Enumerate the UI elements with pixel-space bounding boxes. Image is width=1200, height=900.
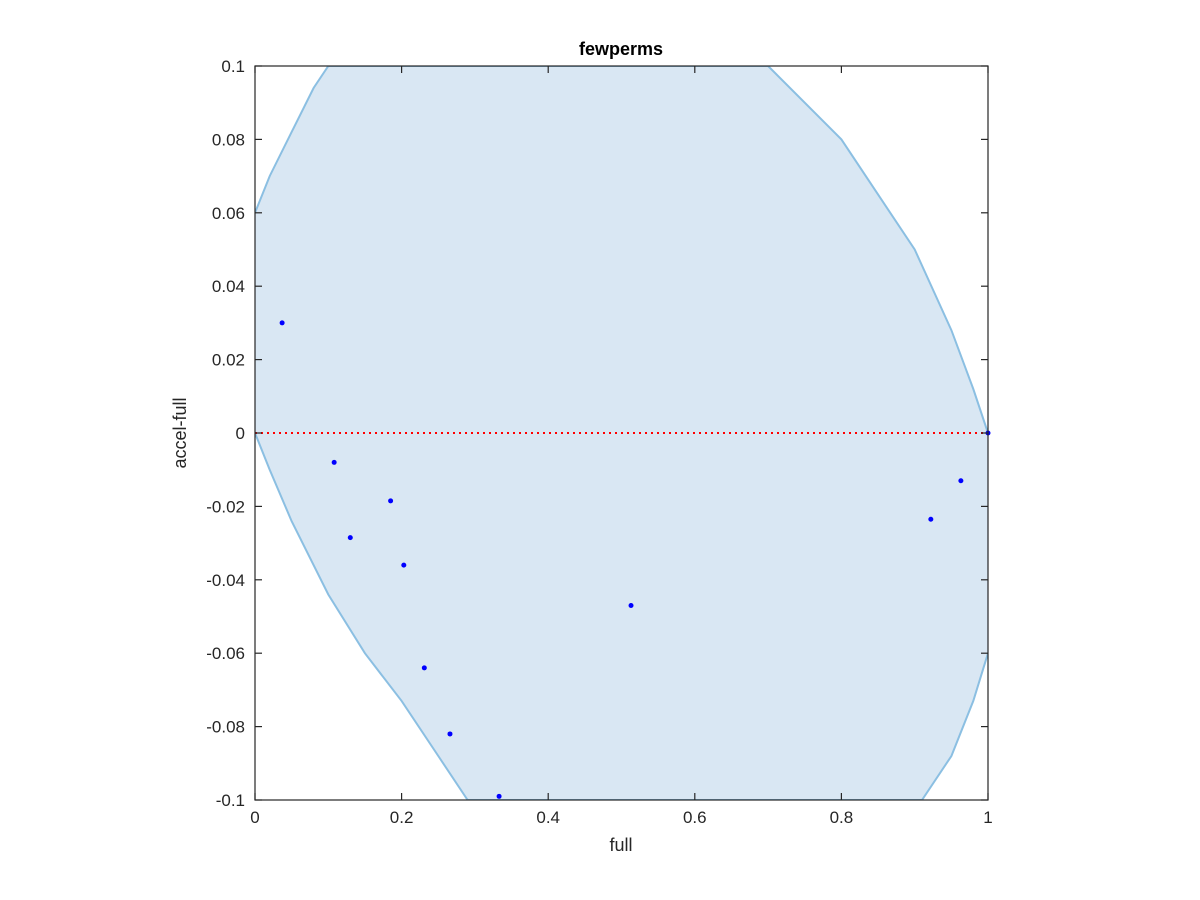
y-tick-label: -0.08 (206, 718, 245, 737)
x-tick-label: 0.2 (390, 808, 414, 827)
confidence-band-upper-edge (255, 66, 988, 434)
x-tick-label: 0.6 (683, 808, 707, 827)
y-tick-label: -0.02 (206, 497, 245, 516)
data-point (388, 498, 394, 504)
scatter-points (279, 320, 991, 799)
x-tick-label: 1 (983, 808, 992, 827)
x-axis-label: full (609, 835, 632, 855)
y-axis-label: accel-full (170, 397, 190, 468)
x-tick-label: 0.4 (536, 808, 560, 827)
y-tick-label: 0.02 (212, 351, 245, 370)
chart-title: fewperms (579, 39, 663, 59)
y-tick-label: 0.1 (221, 57, 245, 76)
data-point (958, 478, 964, 484)
y-tick-label: -0.06 (206, 644, 245, 663)
data-point (347, 535, 353, 541)
data-point (447, 731, 453, 737)
data-point (928, 516, 934, 522)
data-point (279, 320, 285, 326)
x-axis-ticks: 0 0.2 0.4 0.6 0.8 1 (250, 66, 993, 827)
x-tick-label: 0.8 (830, 808, 854, 827)
y-tick-label: 0.08 (212, 130, 245, 149)
y-axis-ticks: -0.1 -0.08 -0.06 -0.04 -0.02 0 0.02 0.04 0.06 0.0… (206, 57, 988, 810)
y-tick-label: 0 (236, 424, 245, 443)
y-tick-label: 0.04 (212, 277, 245, 296)
data-point (331, 459, 337, 465)
data-point (496, 793, 502, 799)
x-tick-label: 0 (250, 808, 259, 827)
data-point (421, 665, 427, 671)
confidence-band-lower-edge (255, 432, 988, 800)
data-point (401, 562, 407, 568)
y-tick-label: -0.1 (216, 791, 245, 810)
y-tick-label: -0.04 (206, 571, 245, 590)
data-point (628, 602, 634, 608)
y-tick-label: 0.06 (212, 204, 245, 223)
